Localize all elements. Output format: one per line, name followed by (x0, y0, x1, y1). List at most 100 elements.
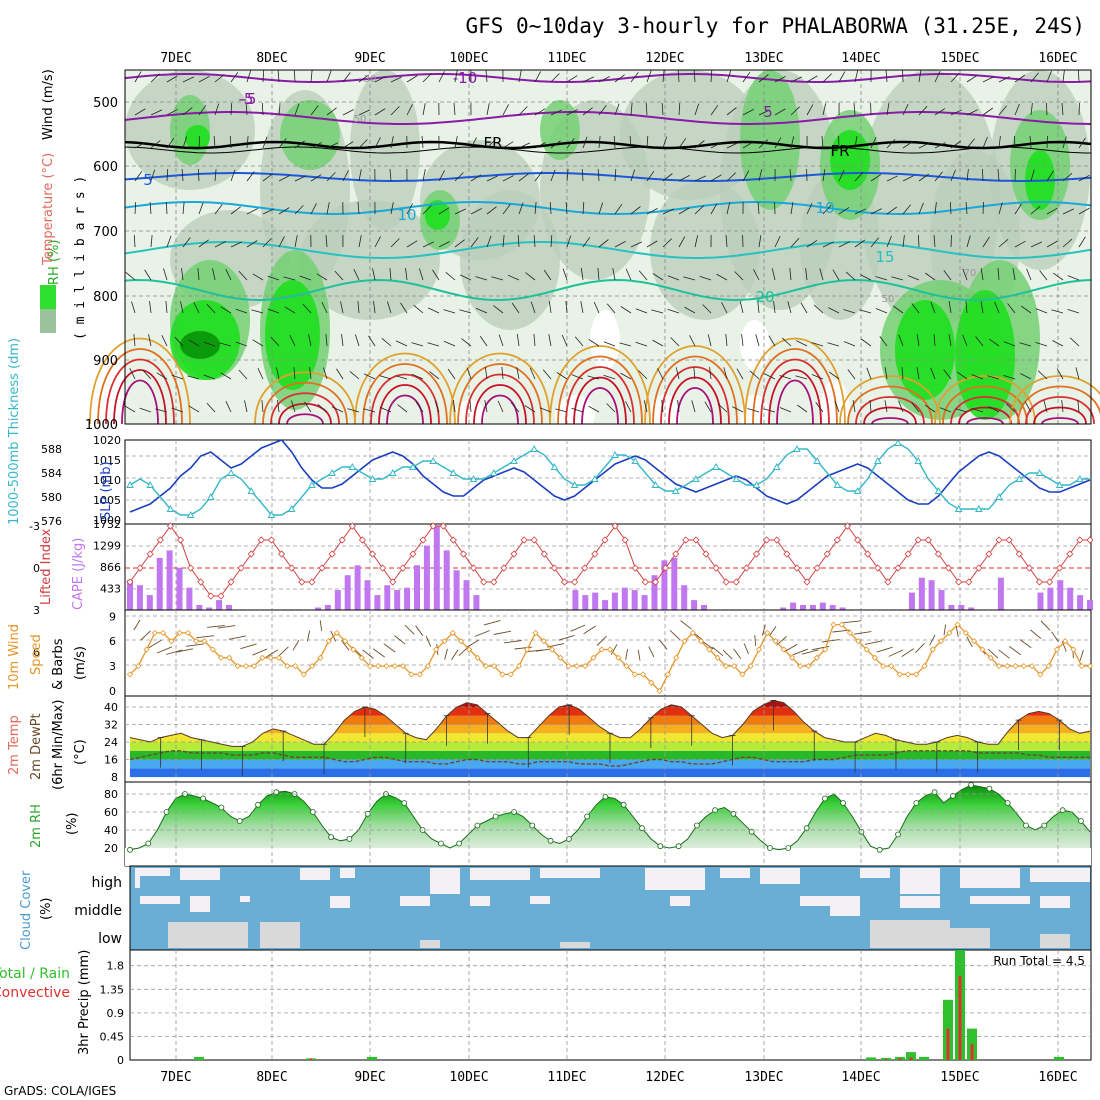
wind-speed-marker (416, 671, 423, 678)
wind-speed-marker (598, 646, 605, 653)
thickness-marker (692, 474, 700, 482)
upper-wind-barb (834, 400, 840, 413)
thickness-label-group: 1000-500mb Thickness (dm) (7, 338, 22, 525)
upper-wind-barb (1062, 136, 1067, 149)
upper-wind-barb (358, 235, 362, 248)
li-tick-label: 0 (33, 562, 40, 575)
lifted-index-marker (752, 550, 761, 558)
precip-total-bar (919, 1056, 929, 1060)
bottom-date-label: 14DEC (841, 1070, 880, 1085)
upper-wind-barb (518, 106, 528, 116)
temperature-contour (124, 140, 1092, 150)
heat-contour (855, 396, 925, 425)
upper-wind-barb (517, 234, 520, 248)
wind-barb (140, 630, 151, 641)
upper-wind-barb (587, 375, 600, 380)
upper-wind-barb (1020, 373, 1032, 380)
wind-barb (583, 625, 597, 635)
upper-wind-barb (966, 109, 978, 116)
upper-wind-barb (294, 235, 298, 248)
wind-speed-marker (805, 663, 812, 670)
upper-wind-barb (479, 335, 488, 347)
thickness-marker (732, 474, 741, 482)
lifted-index-marker (510, 550, 518, 558)
cape-bar (324, 605, 331, 610)
upper-wind-barb (933, 333, 936, 347)
contour-label: 10 (397, 206, 416, 224)
lifted-index-marker (803, 578, 811, 586)
upper-wind-barb (308, 334, 312, 347)
upper-wind-barb (550, 140, 561, 149)
wind-speed-marker (400, 663, 407, 670)
upper-wind-barb (614, 74, 625, 83)
upper-wind-barb (902, 175, 914, 182)
upper-wind-barb (1014, 203, 1022, 215)
rh-blob-dry (590, 310, 620, 370)
wind-speed-marker (135, 663, 142, 670)
upper-wind-barb (373, 301, 376, 314)
heat-contour (863, 406, 917, 425)
temperature-contour (124, 241, 1092, 260)
upper-wind-barb (667, 308, 680, 314)
wind-speed-marker (242, 663, 249, 670)
upper-wind-barb (387, 301, 392, 314)
wind-barb (929, 634, 936, 646)
upper-wind-barb (982, 136, 988, 149)
lifted-index-marker (257, 536, 265, 544)
upper-wind-barb (1039, 270, 1048, 281)
lifted-index-marker (975, 564, 983, 572)
temperature-band (130, 768, 1090, 778)
upper-wind-barb (406, 104, 413, 116)
upper-wind-barb (645, 102, 648, 116)
upper-wind-barb (916, 334, 920, 347)
upper-wind-barb (566, 138, 575, 149)
lifted-index-marker (591, 550, 599, 558)
wind-barb (372, 648, 385, 658)
wind-label-group3: & Barbs (51, 638, 66, 690)
heat-contour (1009, 375, 1100, 425)
upper-wind-barb (902, 104, 909, 116)
wind-speed-marker (540, 638, 547, 645)
upper-wind-barb (124, 405, 136, 413)
wind-speed-marker (995, 663, 1003, 670)
heat-contour (652, 355, 738, 425)
upper-wind-barb (518, 70, 522, 83)
temp-tick-label: 16 (104, 754, 118, 767)
upper-wind-barb (870, 174, 882, 182)
upper-wind-barb (677, 400, 680, 413)
upper-wind-barb (321, 302, 328, 314)
rh-marker (840, 800, 846, 806)
rh-marker (1059, 807, 1066, 814)
upper-wind-barb (652, 273, 664, 281)
lifted-index-marker (288, 564, 296, 572)
upper-wind-barb (779, 407, 792, 413)
lifted-index-marker (692, 536, 700, 544)
cloud-low-block (1040, 934, 1070, 948)
lifted-index-marker (217, 592, 225, 600)
upper-wind-barb (1046, 207, 1058, 215)
pressure-tick-label: 1000 (85, 418, 118, 433)
lifted-index-marker (813, 564, 821, 572)
upper-wind-barb (550, 169, 556, 182)
li-tick-label: 3 (33, 604, 40, 617)
upper-wind-barb (774, 76, 786, 83)
upper-wind-barb (1012, 268, 1016, 281)
wind-speed-marker (722, 663, 729, 670)
top-date-label: 16DEC (1038, 51, 1077, 66)
upper-wind-barb (395, 340, 408, 347)
cloud-level-middle: middle (74, 903, 122, 919)
heat-contour (871, 417, 909, 425)
upper-wind-barb (614, 241, 626, 248)
upper-wind-barb (134, 170, 143, 182)
upper-wind-barb (861, 338, 872, 347)
upper-wind-barb (284, 306, 296, 314)
precip-convective-bar (309, 1058, 313, 1060)
upper-wind-barb (646, 208, 658, 215)
thickness-marker (449, 468, 458, 476)
wind-barb (319, 620, 323, 632)
upper-wind-barb (571, 407, 584, 413)
lifted-index-marker (227, 578, 235, 586)
wind-barb (966, 636, 973, 648)
millibars-axis-label: ( m i l l i b a r s ) (73, 176, 88, 340)
thickness-marker (368, 474, 377, 482)
